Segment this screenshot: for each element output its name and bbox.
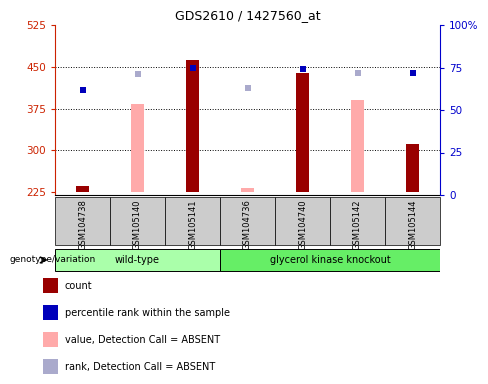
Bar — [76, 185, 89, 192]
Text: GSM105141: GSM105141 — [188, 199, 197, 250]
Title: GDS2610 / 1427560_at: GDS2610 / 1427560_at — [175, 10, 320, 22]
Bar — [110, 197, 165, 245]
Text: GSM105140: GSM105140 — [133, 199, 142, 250]
Text: count: count — [65, 281, 92, 291]
Bar — [220, 197, 275, 245]
Bar — [43, 305, 59, 320]
Bar — [131, 104, 144, 192]
Text: rank, Detection Call = ABSENT: rank, Detection Call = ABSENT — [65, 362, 215, 372]
Text: GSM104738: GSM104738 — [78, 199, 87, 250]
Bar — [385, 197, 440, 245]
Bar — [43, 332, 59, 347]
Text: GSM105144: GSM105144 — [408, 199, 417, 250]
Bar — [296, 73, 309, 192]
Text: GSM105142: GSM105142 — [353, 199, 362, 250]
Bar — [241, 188, 254, 192]
Bar — [185, 60, 200, 192]
Bar — [43, 359, 59, 374]
Bar — [330, 197, 385, 245]
Bar — [43, 278, 59, 293]
Text: value, Detection Call = ABSENT: value, Detection Call = ABSENT — [65, 335, 220, 345]
Text: wild-type: wild-type — [115, 255, 160, 265]
Text: GSM104736: GSM104736 — [243, 199, 252, 250]
Bar — [406, 144, 419, 192]
Bar — [220, 249, 440, 271]
Bar — [350, 100, 365, 192]
Bar — [275, 197, 330, 245]
Bar — [241, 188, 254, 192]
Text: GSM104740: GSM104740 — [298, 199, 307, 250]
Bar — [165, 197, 220, 245]
Text: genotype/variation: genotype/variation — [10, 255, 96, 265]
Text: percentile rank within the sample: percentile rank within the sample — [65, 308, 230, 318]
Bar — [55, 249, 220, 271]
Bar — [55, 197, 110, 245]
Text: glycerol kinase knockout: glycerol kinase knockout — [270, 255, 390, 265]
